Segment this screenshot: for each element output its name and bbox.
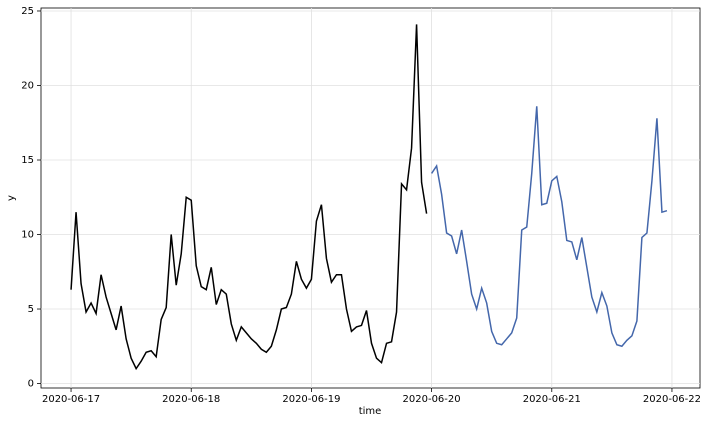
- y-axis-label: y: [6, 195, 17, 201]
- plot-frame: [40, 7, 701, 389]
- x-axis-label: time: [359, 406, 382, 417]
- x-tick-label: 2020-06-21: [523, 394, 581, 405]
- y-tick-label: 20: [21, 80, 34, 91]
- y-tick-label: 5: [28, 304, 34, 315]
- x-tick-label: 2020-06-19: [282, 394, 340, 405]
- data-line: [430, 106, 668, 348]
- x-tick-label: 2020-06-22: [643, 394, 701, 405]
- y-tick-label: 10: [21, 230, 34, 241]
- x-tick-label: 2020-06-20: [403, 394, 461, 405]
- data-line: [70, 24, 428, 371]
- y-tick-label: 15: [21, 155, 34, 166]
- y-tick-label: 25: [21, 6, 34, 17]
- y-tick-label: 0: [28, 379, 34, 390]
- x-tick-label: 2020-06-18: [162, 394, 220, 405]
- x-tick-label: 2020-06-17: [42, 394, 100, 405]
